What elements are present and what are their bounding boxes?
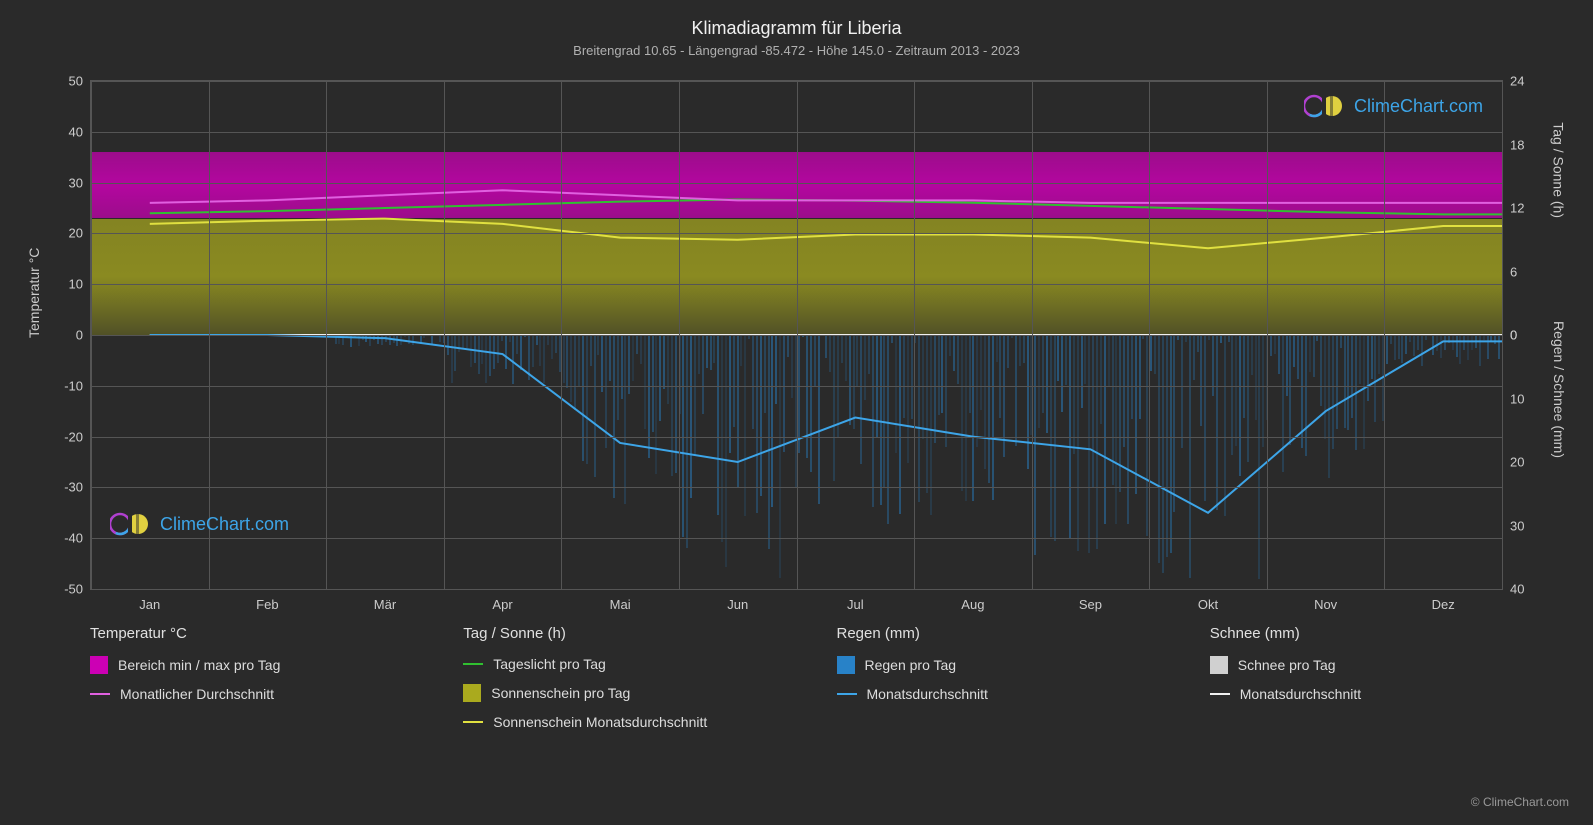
y-axis-left-title: Temperatur °C	[26, 248, 42, 338]
swatch-icon	[1210, 656, 1228, 674]
y-tick-right-top: 6	[1510, 264, 1517, 279]
legend-item: Monatsdurchschnitt	[837, 686, 1170, 702]
x-tick: Jan	[139, 597, 160, 612]
y-tick-left: -20	[64, 429, 83, 444]
grid-line	[797, 81, 798, 589]
y-tick-left: -30	[64, 480, 83, 495]
legend-item: Sonnenschein Monatsdurchschnitt	[463, 714, 796, 730]
legend-heading: Temperatur °C	[90, 625, 423, 642]
y-tick-right-bot: 30	[1510, 518, 1524, 533]
legend-item: Regen pro Tag	[837, 656, 1170, 674]
y-axis-right-top-title: Tag / Sonne (h)	[1551, 122, 1567, 218]
swatch-icon	[90, 656, 108, 674]
chart-subtitle: Breitengrad 10.65 - Längengrad -85.472 -…	[10, 43, 1583, 58]
y-tick-right-top: 24	[1510, 74, 1524, 89]
y-tick-left: -40	[64, 531, 83, 546]
y-axis-right-bot-title: Regen / Schnee (mm)	[1551, 321, 1567, 458]
x-tick: Okt	[1198, 597, 1218, 612]
grid-line	[1267, 81, 1268, 589]
y-tick-left: 10	[69, 277, 83, 292]
legend-item: Sonnenschein pro Tag	[463, 684, 796, 702]
copyright: © ClimeChart.com	[1471, 795, 1569, 809]
chart-title: Klimadiagramm für Liberia	[10, 18, 1583, 39]
y-tick-left: 40	[69, 124, 83, 139]
y-tick-right-bot: 10	[1510, 391, 1524, 406]
y-tick-left: 20	[69, 226, 83, 241]
watermark-text: ClimeChart.com	[1354, 96, 1483, 117]
legend-col-temperature: Temperatur °C Bereich min / max pro Tag Mo…	[90, 625, 423, 742]
grid-line	[1149, 81, 1150, 589]
line-icon	[463, 663, 483, 665]
legend-item: Monatlicher Durchschnitt	[90, 686, 423, 702]
swatch-icon	[837, 656, 855, 674]
grid-line	[1384, 81, 1385, 589]
grid-line	[1032, 81, 1033, 589]
y-tick-left: 50	[69, 74, 83, 89]
x-tick: Dez	[1432, 597, 1455, 612]
legend-label: Monatsdurchschnitt	[867, 686, 988, 702]
logo-icon	[110, 510, 154, 538]
y-tick-right-bot: 0	[1510, 328, 1517, 343]
legend-item: Tageslicht pro Tag	[463, 656, 796, 672]
temperature-line	[150, 190, 1502, 203]
legend-item: Bereich min / max pro Tag	[90, 656, 423, 674]
y-tick-left: 30	[69, 175, 83, 190]
x-tick: Aug	[961, 597, 984, 612]
y-tick-left: -50	[64, 582, 83, 597]
y-tick-left: 0	[76, 328, 83, 343]
rain-line	[150, 335, 1502, 513]
grid-line	[91, 589, 1502, 590]
line-icon	[90, 693, 110, 695]
x-tick: Jun	[727, 597, 748, 612]
legend: Temperatur °C Bereich min / max pro Tag Mo…	[90, 625, 1543, 742]
daylight-line	[150, 200, 1502, 215]
grid-line	[914, 81, 915, 589]
line-icon	[463, 721, 483, 723]
plot-area: -50-40-30-20-100102030405006121824010203…	[90, 80, 1503, 590]
swatch-icon	[463, 684, 481, 702]
watermark-bottom: ClimeChart.com	[110, 510, 289, 538]
legend-heading: Tag / Sonne (h)	[463, 625, 796, 642]
x-tick: Feb	[256, 597, 278, 612]
line-icon	[1210, 693, 1230, 695]
legend-item: Schnee pro Tag	[1210, 656, 1543, 674]
x-tick: Jul	[847, 597, 864, 612]
line-icon	[837, 693, 857, 695]
x-tick: Sep	[1079, 597, 1102, 612]
x-tick: Apr	[492, 597, 512, 612]
legend-heading: Schnee (mm)	[1210, 625, 1543, 642]
legend-heading: Regen (mm)	[837, 625, 1170, 642]
legend-label: Sonnenschein pro Tag	[491, 685, 630, 701]
legend-col-snow: Schnee (mm) Schnee pro Tag Monatsdurchschn…	[1210, 625, 1543, 742]
climate-chart: Klimadiagramm für Liberia Breitengrad 10…	[10, 10, 1583, 815]
legend-label: Schnee pro Tag	[1238, 657, 1336, 673]
legend-label: Tageslicht pro Tag	[493, 656, 606, 672]
legend-label: Bereich min / max pro Tag	[118, 657, 280, 673]
grid-line	[561, 81, 562, 589]
x-tick: Mai	[610, 597, 631, 612]
legend-label: Regen pro Tag	[865, 657, 957, 673]
y-tick-left: -10	[64, 378, 83, 393]
legend-item: Monatsdurchschnitt	[1210, 686, 1543, 702]
grid-line	[679, 81, 680, 589]
legend-col-rain: Regen (mm) Regen pro Tag Monatsdurchschnit…	[837, 625, 1170, 742]
watermark-text: ClimeChart.com	[160, 514, 289, 535]
watermark-top: ClimeChart.com	[1304, 92, 1483, 120]
y-tick-right-top: 12	[1510, 201, 1524, 216]
legend-label: Sonnenschein Monatsdurchschnitt	[493, 714, 707, 730]
grid-line	[326, 81, 327, 589]
y-tick-right-bot: 20	[1510, 455, 1524, 470]
legend-col-sun: Tag / Sonne (h) Tageslicht pro Tag Sonnens…	[463, 625, 796, 742]
legend-label: Monatlicher Durchschnitt	[120, 686, 274, 702]
x-tick: Nov	[1314, 597, 1337, 612]
y-tick-right-bot: 40	[1510, 582, 1524, 597]
grid-line	[91, 81, 92, 589]
logo-icon	[1304, 92, 1348, 120]
grid-line	[1502, 81, 1503, 589]
legend-label: Monatsdurchschnitt	[1240, 686, 1361, 702]
y-tick-right-top: 18	[1510, 137, 1524, 152]
grid-line	[444, 81, 445, 589]
x-tick: Mär	[374, 597, 396, 612]
